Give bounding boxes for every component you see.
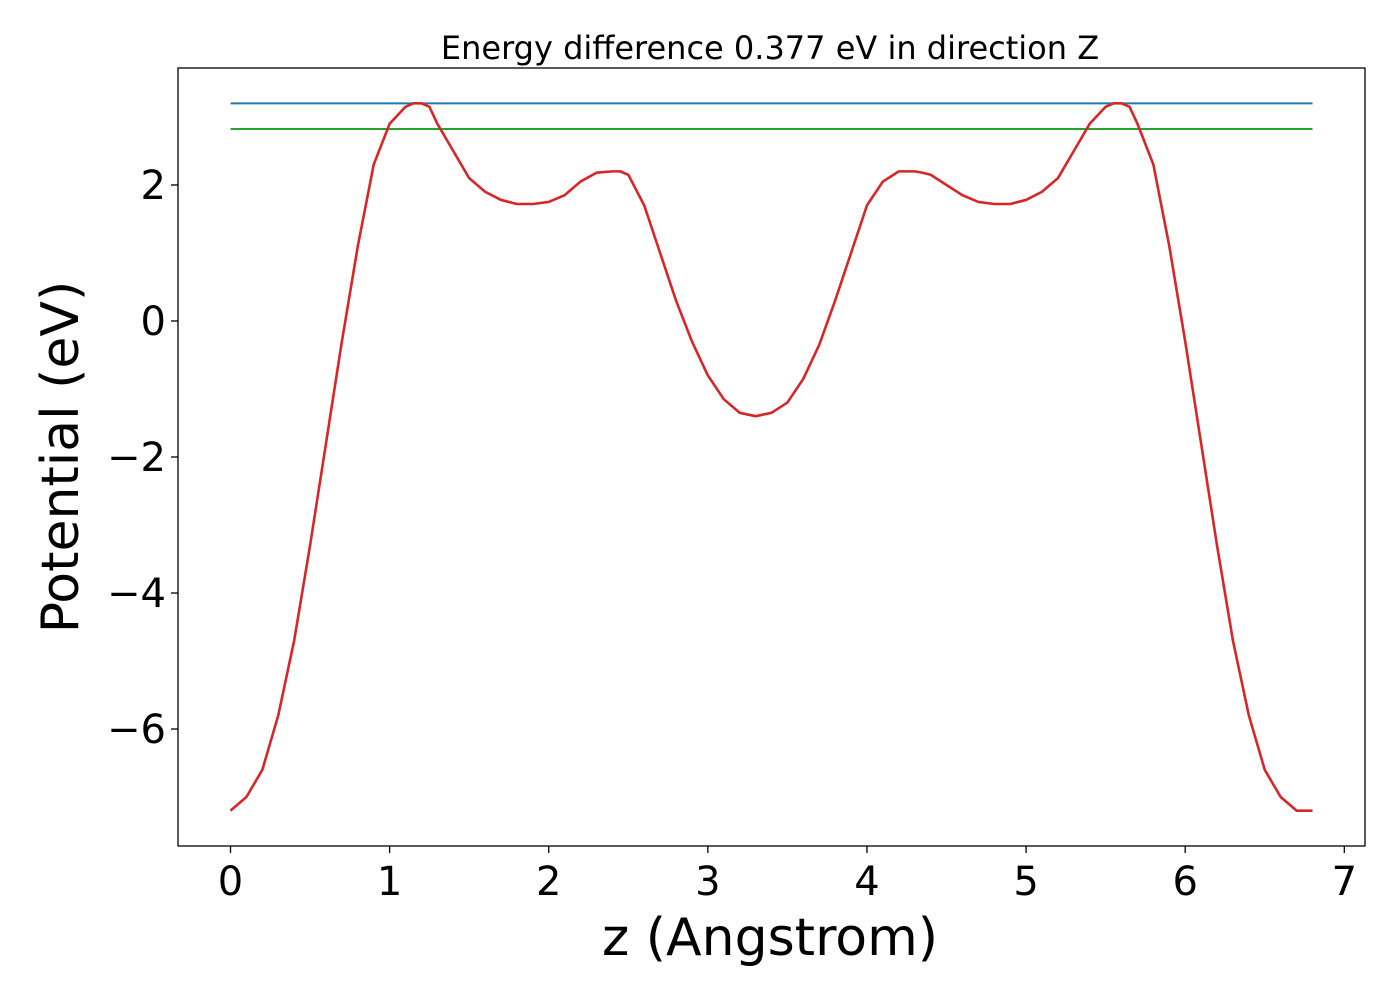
axis-ticks: 0 1 2 3 4 5 6 7 −6 −4 −2 0 2 [107,163,1357,905]
x-axis-label: z (Angstrom) [602,908,938,968]
y-tick-label: 2 [141,163,166,209]
plot-frame [177,67,1366,847]
x-tick-label: 1 [377,859,402,905]
y-tick-label: −4 [107,571,166,617]
x-tick-label: 6 [1172,859,1197,905]
x-tick-label: 0 [218,859,243,905]
y-tick-label: 0 [141,299,166,345]
plot-area [229,102,1313,812]
y-tick-label: −6 [107,707,166,753]
y-tick-label: −2 [107,435,166,481]
x-tick-label: 7 [1332,859,1357,905]
x-tick-label: 4 [854,859,879,905]
y-axis-label: Potential (eV) [31,281,91,633]
series-line-0 [229,102,1313,812]
x-tick-label: 5 [1013,859,1038,905]
chart-title: Energy difference 0.377 eV in direction … [441,29,1099,67]
x-tick-label: 2 [536,859,561,905]
x-tick-label: 3 [695,859,720,905]
